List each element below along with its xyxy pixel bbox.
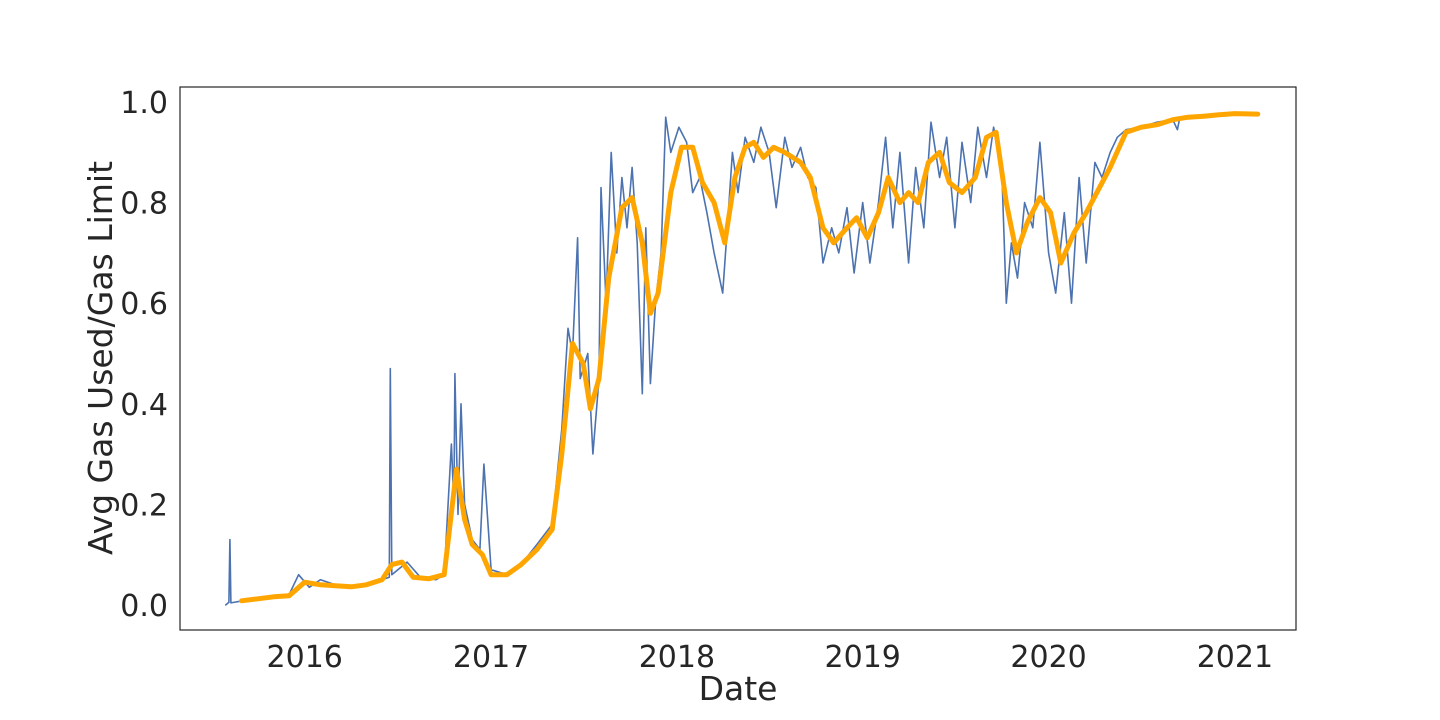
y-tick-label: 0.8 [120, 187, 168, 222]
y-tick-labels: 0.0 0.2 0.4 0.6 0.8 1.0 [120, 86, 168, 624]
y-tick-label: 0.0 [120, 589, 168, 624]
x-axis-label: Date [699, 669, 778, 708]
x-tick-label: 2021 [1197, 640, 1273, 675]
x-tick-label: 2018 [639, 640, 715, 675]
series-line-daily [225, 112, 1259, 606]
x-tick-label: 2016 [267, 640, 343, 675]
series-layer [225, 111, 1261, 606]
y-axis-label: Avg Gas Used/Gas Limit [81, 161, 120, 555]
x-tick-label: 2017 [453, 640, 529, 675]
y-tick-label: 0.2 [120, 488, 168, 523]
y-tick-label: 1.0 [120, 86, 168, 121]
series-line-smoothed [239, 111, 1261, 604]
x-tick-label: 2019 [825, 640, 901, 675]
x-tick-labels: 2016 2017 2018 2019 2020 2021 [267, 640, 1274, 675]
x-tick-label: 2020 [1010, 640, 1086, 675]
y-tick-label: 0.6 [120, 287, 168, 322]
plot-frame [179, 86, 1297, 631]
y-tick-label: 0.4 [120, 388, 168, 423]
